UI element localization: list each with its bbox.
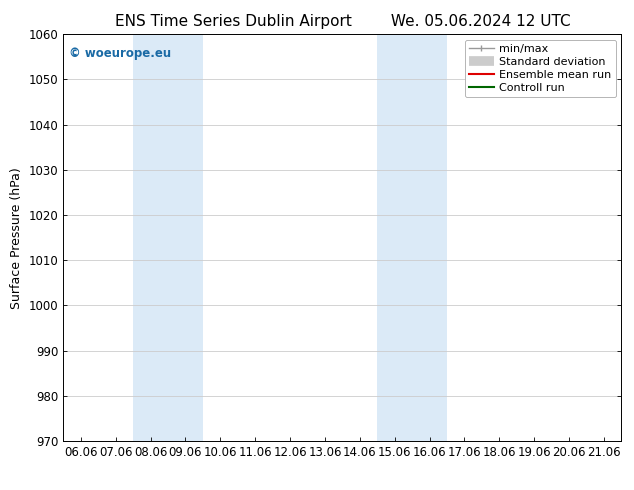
- Bar: [133, 34, 203, 441]
- Title: ENS Time Series Dublin Airport        We. 05.06.2024 12 UTC: ENS Time Series Dublin Airport We. 05.06…: [115, 14, 570, 29]
- Legend: min/max, Standard deviation, Ensemble mean run, Controll run: min/max, Standard deviation, Ensemble me…: [465, 40, 616, 97]
- Text: © woeurope.eu: © woeurope.eu: [69, 47, 171, 59]
- Bar: [377, 34, 447, 441]
- Y-axis label: Surface Pressure (hPa): Surface Pressure (hPa): [10, 167, 23, 309]
